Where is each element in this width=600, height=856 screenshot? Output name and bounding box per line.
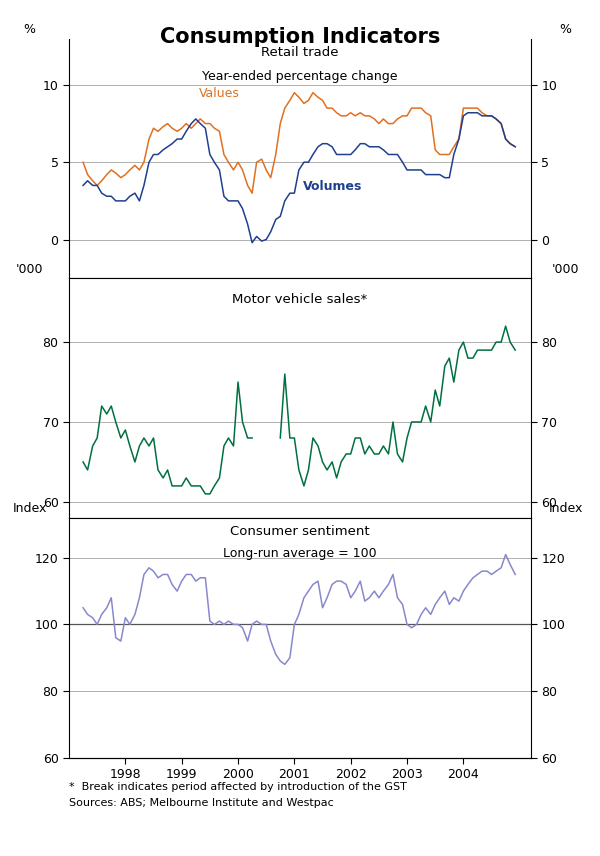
Text: Long-run average = 100: Long-run average = 100 bbox=[223, 547, 377, 560]
Text: Volumes: Volumes bbox=[303, 180, 362, 193]
Text: Consumer sentiment: Consumer sentiment bbox=[230, 525, 370, 538]
Text: %: % bbox=[24, 23, 36, 36]
Text: Motor vehicle sales*: Motor vehicle sales* bbox=[232, 293, 368, 306]
Text: '000: '000 bbox=[16, 263, 43, 276]
Text: Values: Values bbox=[199, 87, 239, 100]
Text: %: % bbox=[560, 23, 572, 36]
Text: *  Break indicates period affected by introduction of the GST: * Break indicates period affected by int… bbox=[69, 782, 407, 793]
Text: Index: Index bbox=[13, 502, 47, 515]
Text: Retail trade: Retail trade bbox=[261, 45, 339, 59]
Text: '000: '000 bbox=[552, 263, 580, 276]
Text: Sources: ABS; Melbourne Institute and Westpac: Sources: ABS; Melbourne Institute and We… bbox=[69, 798, 334, 808]
Text: Index: Index bbox=[548, 502, 583, 515]
Text: Consumption Indicators: Consumption Indicators bbox=[160, 27, 440, 47]
Text: Year-ended percentage change: Year-ended percentage change bbox=[202, 69, 398, 83]
